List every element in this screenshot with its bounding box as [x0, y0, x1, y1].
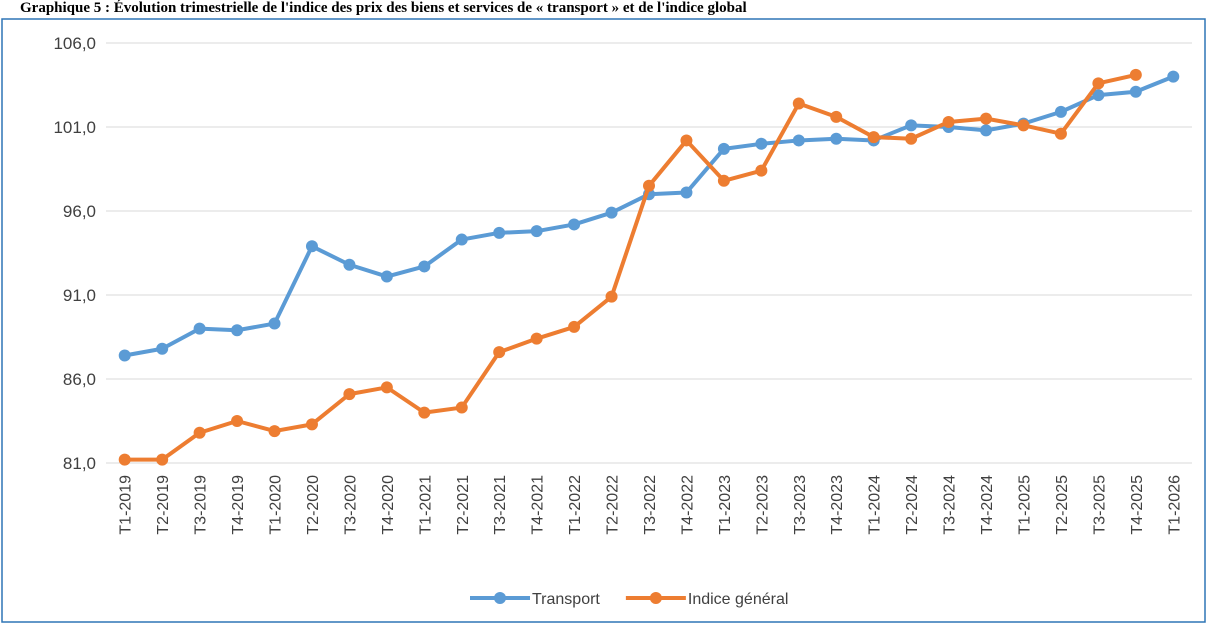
data-point — [1054, 127, 1067, 140]
data-point — [680, 186, 693, 199]
data-point — [268, 317, 281, 330]
data-point — [980, 112, 993, 125]
series-line — [124, 74, 1175, 358]
data-point — [792, 134, 805, 147]
x-tick-label: T1-2019 — [118, 475, 135, 535]
series-line — [124, 72, 1137, 462]
x-tick-label: T4-2024 — [979, 475, 996, 535]
y-tick-label: 106,0 — [53, 34, 96, 53]
y-tick-label: 101,0 — [53, 118, 96, 137]
data-point — [455, 401, 468, 414]
x-tick-label: T2-2025 — [1054, 475, 1071, 535]
y-tick-label: 81,0 — [63, 454, 96, 473]
data-point — [493, 346, 506, 359]
data-point — [1167, 70, 1180, 83]
data-point — [193, 322, 206, 335]
x-tick-label: T2-2023 — [754, 475, 771, 535]
data-point — [380, 270, 393, 283]
data-point — [755, 137, 768, 150]
data-point — [830, 110, 843, 123]
y-tick-label: 96,0 — [63, 202, 96, 221]
x-tick-label: T3-2024 — [942, 475, 959, 535]
data-point — [418, 406, 431, 419]
data-point — [755, 164, 768, 177]
legend-marker — [649, 592, 662, 604]
data-point — [792, 97, 805, 110]
y-tick-label: 86,0 — [63, 370, 96, 389]
data-point — [305, 240, 318, 253]
x-tick-label: T2-2020 — [305, 475, 322, 535]
data-point — [605, 206, 618, 219]
x-tick-label: T3-2020 — [342, 475, 359, 535]
x-tick-label: T1-2023 — [717, 475, 734, 535]
data-point — [268, 425, 281, 438]
x-tick-label: T2-2022 — [605, 475, 622, 535]
chart-border — [1, 18, 1206, 623]
x-tick-label: T2-2019 — [155, 475, 172, 535]
data-point — [905, 132, 918, 145]
x-tick-label: T1-2021 — [417, 475, 434, 535]
data-point — [305, 418, 318, 431]
data-point — [118, 349, 131, 362]
data-point — [231, 415, 244, 427]
data-point — [455, 233, 468, 246]
data-point — [418, 260, 431, 273]
legend-label: Transport — [532, 591, 600, 608]
x-tick-label: T4-2019 — [230, 475, 247, 535]
data-point — [343, 258, 356, 271]
data-point — [717, 142, 730, 155]
chart-title: Graphique 5 : Évolution trimestrielle de… — [20, 0, 747, 16]
x-tick-label: T2-2024 — [904, 475, 921, 535]
data-point — [231, 324, 244, 337]
x-tick-label: T3-2023 — [792, 475, 809, 535]
x-tick-label: T1-2026 — [1166, 475, 1183, 535]
x-tick-label: T1-2025 — [1016, 475, 1033, 535]
data-point — [1129, 68, 1142, 81]
x-tick-label: T2-2021 — [455, 475, 472, 535]
data-point — [568, 320, 581, 333]
data-point — [980, 124, 993, 137]
x-tick-label: T1-2020 — [268, 475, 285, 535]
data-point — [568, 218, 581, 231]
data-point — [942, 115, 955, 128]
data-point — [1054, 105, 1067, 118]
data-point — [530, 332, 543, 345]
y-tick-label: 91,0 — [63, 286, 96, 305]
data-point — [1017, 119, 1030, 132]
data-point — [905, 119, 918, 132]
data-point — [1092, 77, 1105, 90]
x-tick-label: T4-2023 — [829, 475, 846, 535]
x-tick-label: T3-2025 — [1091, 475, 1108, 535]
x-tick-label: T4-2022 — [679, 475, 696, 535]
legend-label: Indice général — [688, 591, 789, 608]
data-point — [380, 381, 393, 394]
data-point — [193, 426, 206, 439]
data-point — [156, 453, 169, 466]
data-point — [605, 290, 618, 303]
x-tick-label: T3-2022 — [642, 475, 659, 535]
x-tick-label: T1-2022 — [567, 475, 584, 535]
data-point — [493, 226, 506, 239]
data-point — [680, 134, 693, 147]
data-point — [156, 342, 169, 355]
data-point — [867, 131, 880, 144]
x-tick-label: T3-2019 — [193, 475, 210, 535]
x-tick-label: T4-2021 — [530, 475, 547, 535]
data-point — [643, 179, 655, 192]
x-tick-label: T3-2021 — [492, 475, 509, 535]
data-point — [530, 225, 543, 238]
data-point — [1092, 89, 1105, 102]
data-point — [717, 174, 730, 187]
data-point — [118, 453, 131, 466]
data-point — [1129, 85, 1142, 98]
data-point — [830, 132, 843, 145]
x-tick-label: T1-2024 — [867, 475, 884, 535]
x-tick-label: T4-2025 — [1129, 475, 1146, 535]
data-point — [343, 388, 356, 401]
x-tick-label: T4-2020 — [380, 475, 397, 535]
legend-marker — [494, 592, 506, 604]
